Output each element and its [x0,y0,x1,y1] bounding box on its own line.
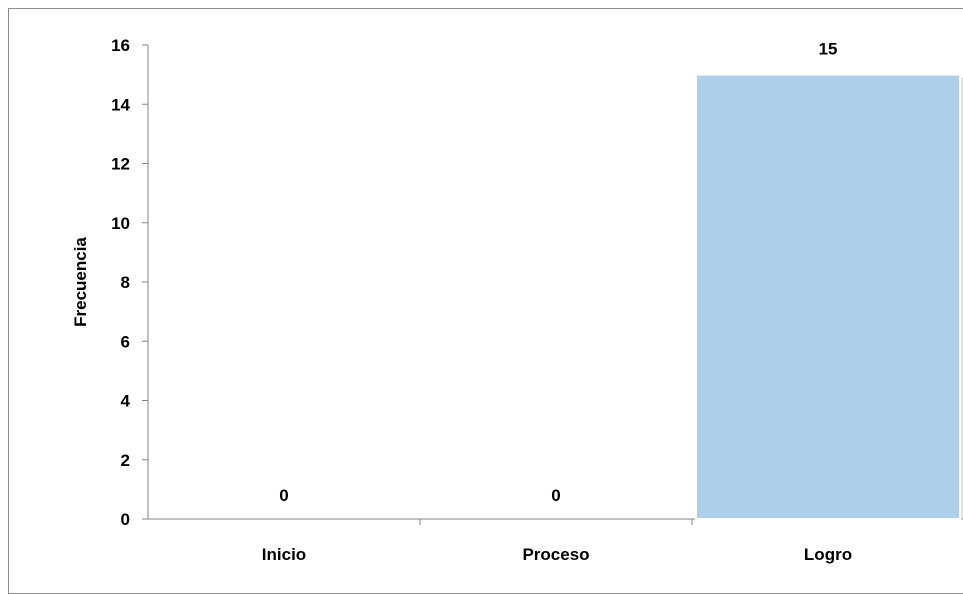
data-label: 0 [551,486,560,505]
data-label: 15 [819,40,838,59]
plot-area: 0 2 4 6 8 10 12 14 16 0 Inicio 0 Proceso 15 Logro [111,36,963,564]
y-tick-label: 10 [111,214,130,233]
y-tick-label: 0 [121,510,130,529]
y-tick-label: 14 [111,95,130,114]
y-tick-label: 8 [121,273,130,292]
bar-logro [695,73,961,520]
y-axis-title: Frecuencia [71,237,90,327]
data-label: 0 [279,486,288,505]
y-tick-label: 2 [121,451,130,470]
x-category-label: Inicio [262,545,306,564]
y-tick-label: 12 [111,155,130,174]
y-tick-label: 4 [121,392,131,411]
x-category-label: Proceso [522,545,589,564]
y-tick-label: 6 [121,332,130,351]
y-tick-label: 16 [111,36,130,55]
x-category-label: Logro [804,545,852,564]
